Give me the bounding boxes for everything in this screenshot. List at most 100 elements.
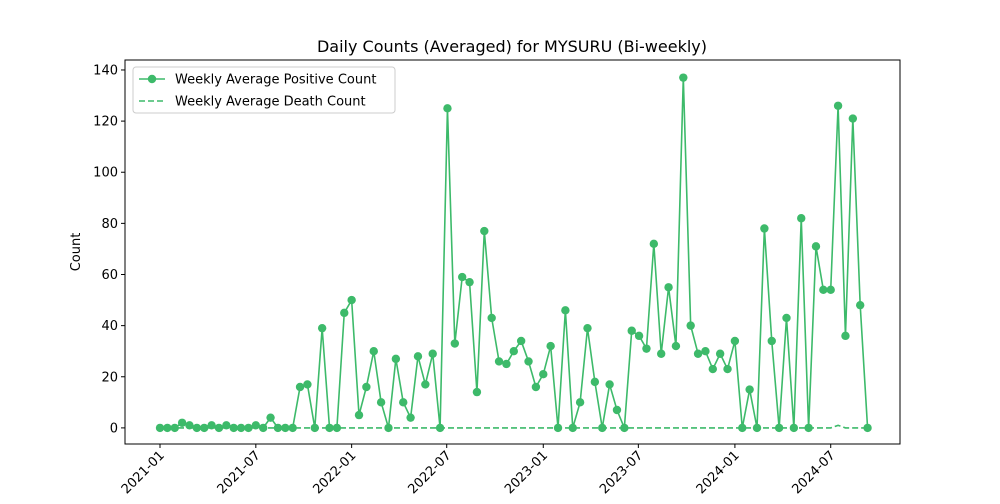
- data-point: [266, 413, 275, 422]
- y-tick-label: 0: [110, 421, 118, 436]
- y-tick-label: 20: [101, 370, 118, 385]
- legend-box: [132, 66, 396, 114]
- data-point: [738, 423, 747, 433]
- data-point: [288, 423, 297, 433]
- data-point: [701, 346, 710, 356]
- series-line: [160, 424, 868, 429]
- data-point: [516, 336, 526, 346]
- data-point: [177, 418, 187, 427]
- data-point: [509, 346, 518, 356]
- data-point: [539, 370, 548, 379]
- y-tick-label: 120: [93, 115, 118, 130]
- y-axis-label: Count: [69, 233, 84, 272]
- data-point: [362, 382, 371, 392]
- legend-label: Weekly Average Death Count: [175, 95, 366, 110]
- chart-title: Daily Counts (Averaged) for MYSURU (Bi-w…: [317, 37, 707, 56]
- data-point: [730, 336, 740, 346]
- data-point: [745, 385, 754, 394]
- data-point: [317, 323, 327, 333]
- data-point: [826, 285, 835, 295]
- x-tick-label: 2024-07: [790, 448, 839, 497]
- data-point: [450, 339, 460, 348]
- data-point: [561, 306, 570, 315]
- data-point: [421, 380, 430, 389]
- data-point: [480, 226, 489, 236]
- x-tick-label: 2022-07: [406, 448, 455, 497]
- data-point: [627, 326, 636, 335]
- data-point: [487, 313, 496, 323]
- data-point: [855, 300, 865, 310]
- x-tick-label: 2022-01: [310, 448, 359, 497]
- data-point: [612, 405, 622, 415]
- data-point: [443, 104, 452, 113]
- data-point: [819, 285, 828, 295]
- data-point: [848, 114, 858, 123]
- data-point: [833, 101, 843, 110]
- y-tick-label: 100: [93, 166, 118, 181]
- data-point: [811, 242, 821, 251]
- legend-marker: [147, 74, 157, 84]
- data-point: [575, 398, 585, 407]
- data-point: [524, 357, 533, 366]
- data-point: [295, 382, 305, 392]
- data-point: [391, 354, 401, 364]
- data-point: [656, 349, 666, 358]
- x-tick-label: 2021-01: [119, 448, 168, 497]
- y-tick-label: 40: [101, 319, 118, 334]
- data-point: [664, 283, 673, 292]
- data-point: [590, 377, 600, 387]
- data-point: [303, 380, 312, 389]
- data-point: [340, 308, 349, 318]
- data-point: [693, 349, 703, 358]
- data-point: [465, 277, 474, 287]
- x-tick-label: 2024-01: [694, 448, 743, 497]
- data-point: [708, 364, 717, 374]
- data-point: [376, 398, 386, 407]
- data-point: [774, 423, 784, 433]
- data-point: [671, 341, 681, 351]
- data-point: [281, 423, 290, 433]
- data-point: [457, 272, 467, 282]
- data-point: [244, 423, 253, 433]
- data-point: [200, 423, 209, 433]
- data-point: [502, 359, 511, 369]
- x-tick-label: 2023-07: [597, 448, 646, 497]
- plot-area: [124, 59, 901, 445]
- data-point: [347, 295, 356, 305]
- data-point: [354, 410, 364, 420]
- data-point: [369, 346, 378, 356]
- data-point: [428, 349, 437, 358]
- data-point: [546, 341, 555, 351]
- x-tick-label: 2023-01: [502, 448, 551, 497]
- data-point: [634, 331, 644, 341]
- y-tick-label: 60: [101, 268, 118, 283]
- y-tick-label: 80: [101, 217, 118, 232]
- legend-label: Weekly Average Positive Count: [175, 73, 376, 88]
- data-point: [413, 352, 423, 361]
- data-point: [679, 73, 688, 82]
- data-point: [494, 357, 504, 366]
- data-point: [723, 364, 732, 374]
- series-line: [160, 77, 869, 429]
- data-point: [686, 321, 695, 330]
- x-tick-label: 2021-07: [215, 448, 264, 497]
- data-point: [531, 382, 541, 392]
- data-point: [406, 413, 415, 422]
- data-point: [767, 336, 776, 346]
- data-point: [760, 224, 769, 233]
- data-point: [325, 423, 334, 433]
- data-point: [163, 423, 172, 433]
- data-point: [642, 344, 651, 353]
- data-point: [863, 423, 872, 433]
- data-point: [782, 313, 791, 323]
- data-point: [797, 214, 806, 223]
- y-tick-label: 140: [93, 63, 118, 78]
- data-point: [605, 380, 614, 389]
- data-point: [472, 387, 482, 397]
- data-point: [568, 423, 577, 433]
- data-point: [715, 349, 725, 358]
- data-point: [583, 323, 592, 333]
- data-point: [649, 239, 659, 249]
- data-point: [399, 398, 408, 407]
